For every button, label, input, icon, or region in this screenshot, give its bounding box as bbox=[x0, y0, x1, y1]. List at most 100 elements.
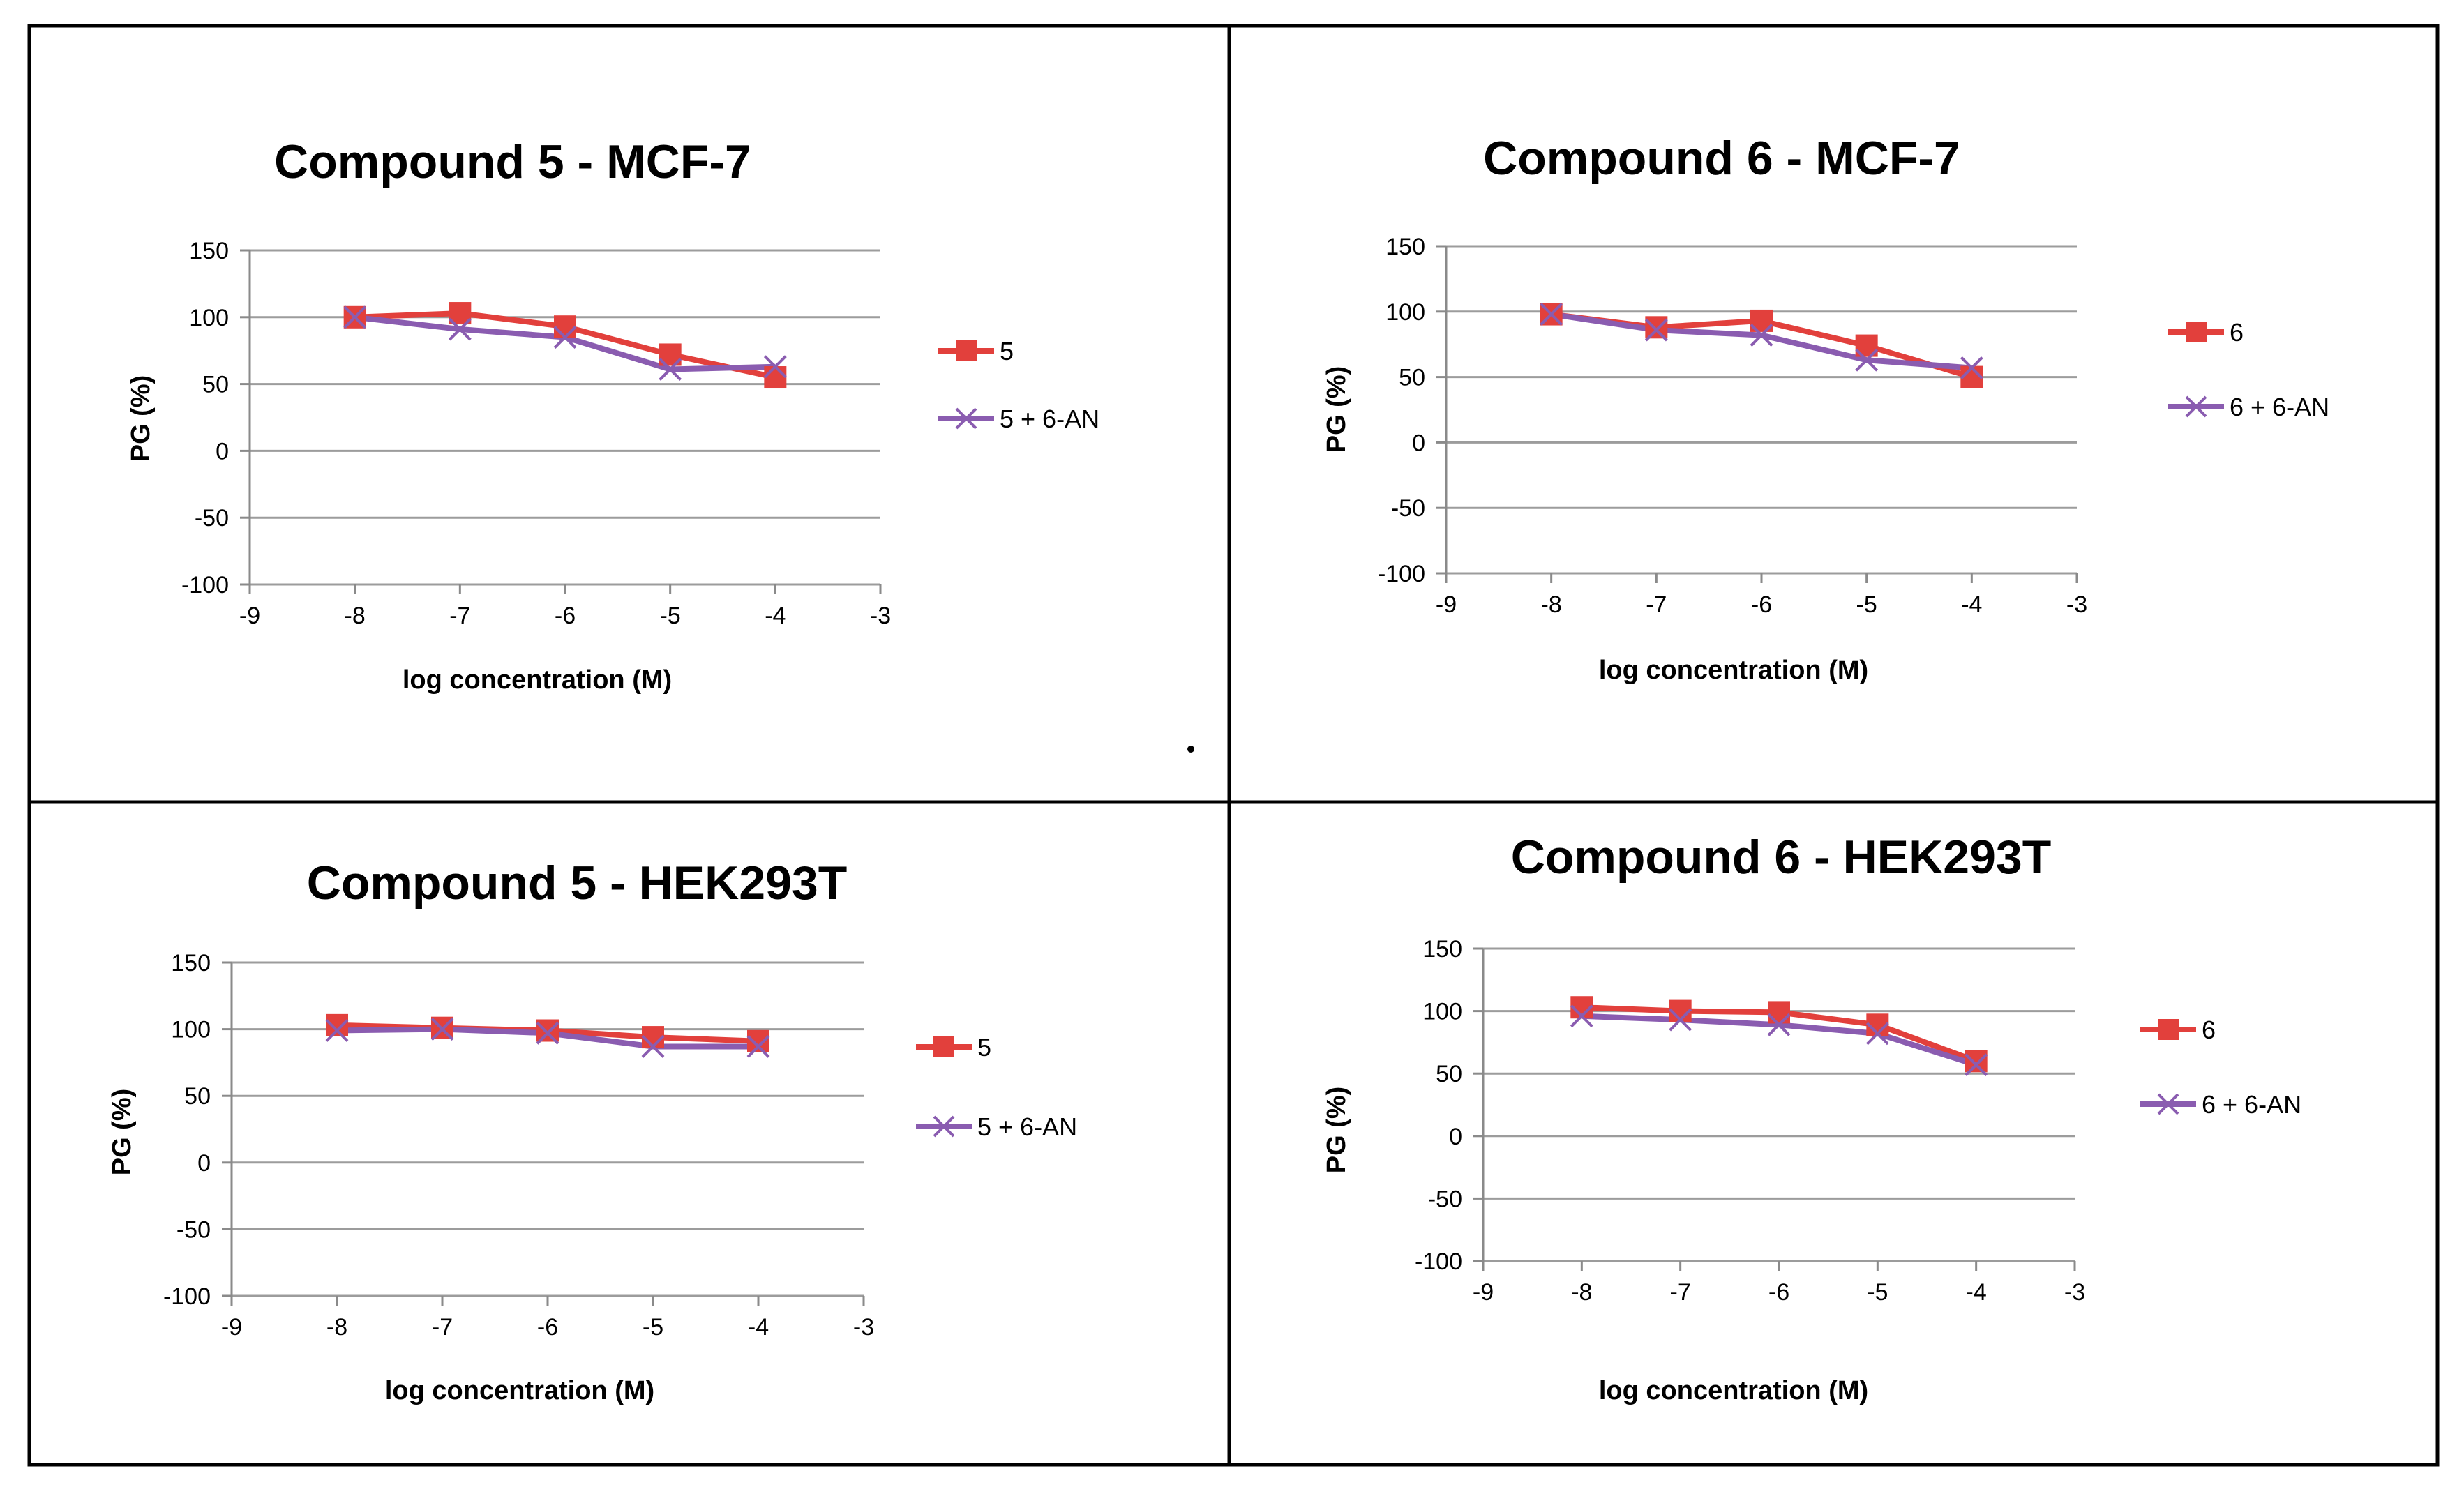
data-point-x bbox=[536, 1021, 559, 1045]
x-tick-label: -6 bbox=[1751, 591, 1772, 618]
data-point-x bbox=[763, 355, 787, 379]
x-axis-title: log concentration (M) bbox=[1599, 1376, 1868, 1405]
frame-outer-border bbox=[27, 24, 2440, 1467]
x-tick-label: -4 bbox=[765, 603, 786, 629]
x-axis-title: log concentration (M) bbox=[385, 1376, 654, 1405]
data-point-square bbox=[536, 1019, 559, 1042]
y-tick-label: -50 bbox=[1428, 1186, 1462, 1212]
x-tick-label: -9 bbox=[1436, 591, 1457, 618]
plot-area: 150 100 50 0 -50 -100 -9 -8 -7 -6 -5 -4 -3 bbox=[163, 950, 874, 1341]
x-tick-label: -5 bbox=[1867, 1279, 1888, 1306]
x-tick-label: -3 bbox=[870, 603, 891, 629]
x-tick-label: -9 bbox=[1473, 1279, 1494, 1306]
y-axis-title: PG (%) bbox=[126, 375, 156, 462]
data-point-x bbox=[641, 1035, 665, 1058]
chart-title: Compound 5 - MCF-7 bbox=[274, 135, 751, 188]
data-point-square bbox=[1965, 1050, 1988, 1073]
x-tick-label: -6 bbox=[555, 603, 576, 629]
x-tick-label: -9 bbox=[221, 1314, 242, 1341]
y-tick-label: -100 bbox=[181, 572, 229, 598]
data-point-x bbox=[430, 1018, 454, 1041]
y-axis-title: PG (%) bbox=[107, 1089, 137, 1176]
chart-title: Compound 6 - HEK293T bbox=[1511, 831, 2052, 884]
legend: 6 6 + 6-AN bbox=[2140, 1016, 2301, 1119]
data-point-x bbox=[553, 326, 577, 349]
data-point-square bbox=[747, 1029, 769, 1052]
x-tick-label: -6 bbox=[537, 1314, 558, 1341]
y-tick-label: 150 bbox=[1422, 936, 1462, 963]
data-point-square bbox=[326, 1013, 348, 1036]
legend-square-marker-icon bbox=[2158, 1019, 2179, 1040]
x-tick-label: -8 bbox=[1541, 591, 1562, 618]
y-axis-title: PG (%) bbox=[1322, 366, 1351, 453]
data-point-x bbox=[1965, 1053, 1988, 1077]
x-tick-label: -7 bbox=[449, 603, 470, 629]
y-tick-label: 0 bbox=[197, 1150, 211, 1177]
data-point-x bbox=[1540, 303, 1563, 326]
legend: 6 6 + 6-AN bbox=[2168, 318, 2329, 421]
legend-label-series-1: 5 bbox=[1000, 337, 1014, 365]
y-tick-label: 50 bbox=[1436, 1061, 1462, 1087]
data-point-x bbox=[1767, 1013, 1791, 1036]
data-point-x bbox=[1669, 1008, 1692, 1032]
y-tick-label: 150 bbox=[1385, 234, 1425, 260]
legend-label-series-2: 6 + 6-AN bbox=[2202, 1090, 2301, 1119]
data-point-x bbox=[1855, 348, 1879, 372]
x-tick-label: -6 bbox=[1768, 1279, 1789, 1306]
data-point-x bbox=[1750, 324, 1773, 347]
data-point-square bbox=[1645, 316, 1668, 339]
x-tick-label: -4 bbox=[1961, 591, 1982, 618]
y-tick-label: 0 bbox=[216, 438, 229, 465]
data-point-x bbox=[343, 305, 367, 329]
y-tick-label: 50 bbox=[202, 372, 229, 398]
y-tick-label: -50 bbox=[176, 1216, 211, 1243]
chart-compound-6-mcf7: Compound 6 - MCF-7 150 100 50 0 -50 -100 -9 -8 -… bbox=[1322, 132, 2329, 685]
stray-dot bbox=[1187, 746, 1194, 753]
x-axis-title: log concentration (M) bbox=[1599, 656, 1868, 685]
data-point-square bbox=[554, 315, 576, 338]
x-tick-label: -9 bbox=[239, 603, 260, 629]
chart-compound-5-hek293t: Compound 5 - HEK293T 150 100 50 0 -50 -100 -9 -… bbox=[107, 856, 1077, 1405]
data-point-x bbox=[1865, 1022, 1889, 1046]
legend-label-series-2: 6 + 6-AN bbox=[2230, 393, 2329, 421]
data-point-x bbox=[448, 317, 472, 341]
y-tick-label: -100 bbox=[163, 1283, 211, 1310]
data-point-x bbox=[325, 1019, 349, 1042]
legend-label-series-1: 6 bbox=[2230, 318, 2244, 347]
x-tick-label: -7 bbox=[1670, 1279, 1691, 1306]
legend-square-marker-icon bbox=[2186, 322, 2207, 342]
legend: 5 5 + 6-AN bbox=[938, 337, 1099, 433]
plot-area: 150 100 50 0 -50 -100 -9 -8 -7 -6 -5 -4 -3 bbox=[1415, 936, 2085, 1306]
y-tick-label: 50 bbox=[1399, 365, 1425, 391]
legend-label-series-2: 5 + 6-AN bbox=[977, 1112, 1077, 1141]
y-tick-label: -100 bbox=[1415, 1248, 1462, 1275]
data-point-x bbox=[746, 1035, 770, 1058]
y-tick-label: 100 bbox=[1422, 999, 1462, 1025]
chart-compound-5-mcf7: Compound 5 - MCF-7 150 100 50 0 -50 -100 -9 -8 -… bbox=[126, 135, 1099, 695]
legend-x-marker-icon bbox=[2185, 395, 2207, 418]
y-axis-title: PG (%) bbox=[1322, 1087, 1351, 1174]
x-tick-label: -7 bbox=[1646, 591, 1667, 618]
y-tick-label: 100 bbox=[171, 1017, 211, 1043]
x-tick-label: -8 bbox=[1571, 1279, 1592, 1306]
panel-frame bbox=[27, 24, 2440, 1467]
y-tick-label: 50 bbox=[184, 1083, 211, 1110]
y-tick-label: 0 bbox=[1412, 430, 1425, 456]
y-tick-label: 100 bbox=[189, 305, 229, 331]
y-tick-label: -50 bbox=[1391, 495, 1425, 522]
data-point-square bbox=[764, 366, 787, 389]
y-tick-label: -50 bbox=[195, 505, 229, 531]
x-tick-label: -5 bbox=[660, 603, 681, 629]
data-point-x bbox=[659, 358, 682, 381]
x-tick-label: -5 bbox=[1856, 591, 1877, 618]
legend-label-series-1: 6 bbox=[2202, 1016, 2216, 1044]
y-tick-label: 150 bbox=[171, 950, 211, 976]
chart-title: Compound 6 - MCF-7 bbox=[1483, 132, 1960, 185]
x-tick-label: -5 bbox=[643, 1314, 663, 1341]
x-tick-label: -4 bbox=[1966, 1279, 1987, 1306]
x-tick-label: -3 bbox=[2066, 591, 2087, 618]
legend-x-marker-icon bbox=[2157, 1093, 2179, 1115]
legend-square-marker-icon bbox=[933, 1036, 954, 1057]
